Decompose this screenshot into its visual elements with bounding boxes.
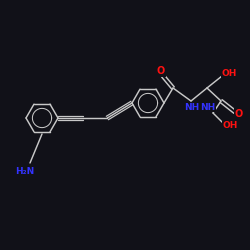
Text: OH: OH (222, 120, 238, 130)
Text: NH: NH (184, 102, 200, 112)
Text: H₂N: H₂N (16, 166, 34, 175)
Text: NH: NH (200, 102, 216, 112)
Text: OH: OH (221, 68, 237, 78)
Text: O: O (157, 66, 165, 76)
Text: O: O (235, 109, 243, 119)
